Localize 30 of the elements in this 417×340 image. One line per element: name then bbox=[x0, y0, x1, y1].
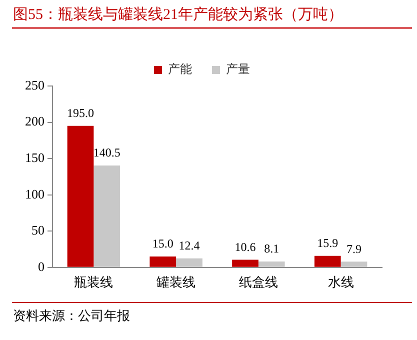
bar bbox=[258, 262, 285, 267]
data-label: 15.9 bbox=[317, 236, 338, 250]
legend-label: 产能 bbox=[168, 62, 192, 76]
bar bbox=[176, 258, 202, 267]
y-tick-label: 0 bbox=[38, 258, 44, 274]
bar bbox=[340, 262, 368, 267]
x-tick-label: 水线 bbox=[328, 274, 354, 290]
y-tick-label: 100 bbox=[25, 186, 44, 202]
bar bbox=[94, 165, 120, 267]
x-tick-label: 罐装线 bbox=[156, 274, 196, 290]
data-label: 15.0 bbox=[152, 236, 174, 251]
data-label: 12.4 bbox=[178, 238, 200, 253]
data-label: 8.1 bbox=[264, 242, 280, 256]
data-label: 10.6 bbox=[234, 240, 256, 254]
bar bbox=[150, 256, 176, 267]
y-tick-label: 50 bbox=[32, 222, 44, 238]
bar bbox=[314, 256, 341, 267]
data-label: 195.0 bbox=[67, 106, 94, 120]
data-label: 7.9 bbox=[346, 242, 362, 256]
y-tick-label: 250 bbox=[25, 77, 44, 92]
legend-label: 产量 bbox=[226, 62, 250, 76]
data-label: 140.5 bbox=[93, 146, 120, 160]
x-tick-label: 纸盒线 bbox=[238, 274, 278, 290]
text: 资料来源：公司年报 bbox=[13, 307, 130, 325]
bar bbox=[67, 126, 94, 267]
bar bbox=[232, 260, 258, 267]
y-tick-label: 150 bbox=[25, 150, 44, 165]
x-tick-label: 瓶装线 bbox=[74, 274, 114, 290]
chart-title: 图55：瓶装线与罐装线21年产能较为紧张（万吨） bbox=[13, 6, 343, 24]
y-tick-label: 200 bbox=[25, 114, 44, 129]
